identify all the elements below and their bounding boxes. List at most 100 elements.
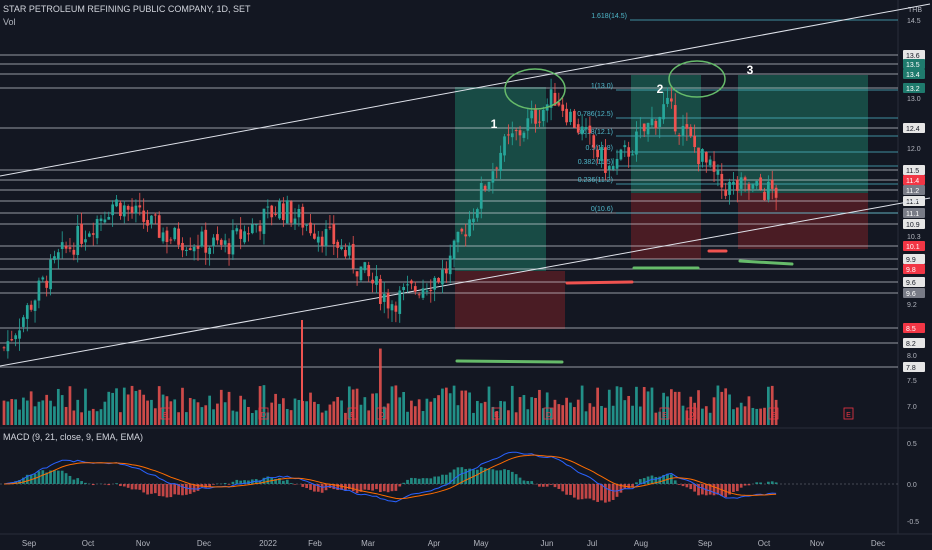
- volume-bar: [29, 391, 33, 425]
- macd-histogram-bar: [305, 484, 308, 489]
- macd-histogram-bar: [80, 481, 83, 484]
- candle-body: [103, 219, 107, 223]
- candle-body: [25, 305, 29, 319]
- green-mark: [738, 259, 794, 266]
- candle-body: [367, 265, 371, 277]
- volume-bar: [635, 386, 638, 425]
- candle-body: [111, 204, 114, 216]
- macd-histogram-bar: [274, 478, 277, 484]
- candle-body: [561, 104, 565, 111]
- macd-histogram-bar: [76, 478, 80, 484]
- macd-histogram-bar: [433, 476, 437, 484]
- price-level-label: 11.4: [906, 178, 919, 185]
- volume-bar: [759, 408, 762, 425]
- volume-bar: [611, 405, 615, 425]
- x-axis-label: Feb: [308, 539, 322, 548]
- volume-bar: [344, 412, 347, 425]
- volume-bar: [60, 395, 64, 425]
- macd-histogram-bar: [495, 470, 499, 484]
- event-marker-label: D: [546, 412, 551, 419]
- volume-bar: [642, 387, 646, 425]
- candle-body: [185, 249, 188, 252]
- candle-body: [371, 279, 374, 284]
- candle-body: [697, 147, 700, 165]
- volume-bar: [18, 409, 21, 425]
- candle-body: [134, 205, 138, 214]
- volume-bar: [708, 412, 712, 425]
- candle-body: [638, 127, 642, 129]
- price-level-badge: [903, 165, 925, 175]
- macd-histogram-bar: [487, 468, 491, 484]
- candle-body: [181, 242, 184, 251]
- candle-body: [146, 219, 149, 226]
- price-level-label: 10.9: [906, 222, 920, 229]
- volume-bar: [84, 388, 87, 425]
- candle-body: [138, 205, 142, 208]
- candle-body: [417, 294, 421, 296]
- volume-bar: [138, 389, 142, 425]
- volume-bar: [592, 406, 596, 425]
- candle-body: [747, 184, 751, 190]
- x-axis-label: Oct: [758, 539, 771, 548]
- volume-bar: [751, 407, 755, 425]
- macd-histogram-bar: [673, 480, 677, 484]
- macd-histogram-bar: [231, 481, 235, 484]
- macd-histogram-bar: [235, 479, 239, 484]
- macd-axis-tick: 0.0: [907, 482, 917, 489]
- macd-histogram-bar: [510, 471, 514, 484]
- volume-bar: [212, 409, 215, 425]
- macd-histogram-bar: [425, 478, 429, 484]
- volume-bar: [716, 385, 720, 425]
- candle-body: [767, 181, 770, 200]
- candle-body: [495, 167, 499, 169]
- volume-bar: [747, 396, 751, 425]
- volume-bar: [507, 410, 510, 425]
- volume-bar: [774, 399, 778, 425]
- macd-line: [3, 451, 777, 503]
- macd-histogram-bar: [64, 473, 68, 484]
- macd-histogram-bar: [646, 476, 650, 484]
- candle-body: [254, 224, 258, 226]
- candle-body: [759, 177, 762, 190]
- event-marker: [659, 407, 670, 420]
- macd-histogram-bar: [530, 481, 534, 484]
- candle-body: [670, 98, 673, 102]
- volume-bar: [332, 401, 336, 425]
- macd-histogram-bar: [584, 484, 588, 499]
- y-axis-tick: 14.5: [907, 18, 921, 25]
- volume-bar: [739, 402, 743, 425]
- annotation-1: 1: [491, 117, 498, 131]
- candle-body: [262, 208, 266, 234]
- volume-bar: [580, 385, 584, 425]
- candle-body: [541, 109, 545, 122]
- macd-histogram-bar: [429, 478, 433, 484]
- volume-bar: [45, 394, 49, 425]
- volume-bar: [429, 401, 433, 425]
- volume-bar: [735, 407, 739, 425]
- candle-body: [212, 237, 215, 247]
- volume-bar: [146, 400, 149, 425]
- macd-histogram-bar: [573, 484, 576, 498]
- volume-bar: [99, 409, 103, 425]
- macd-histogram-bar: [382, 484, 386, 492]
- macd-histogram-bar: [770, 481, 774, 484]
- volume-bar: [433, 398, 437, 425]
- macd-histogram-bar: [266, 476, 270, 484]
- x-axis-label: May: [473, 539, 488, 548]
- volume-bar: [545, 392, 549, 425]
- candle-body: [258, 225, 262, 232]
- macd-histogram-bar: [243, 480, 246, 484]
- macd-histogram-bar: [685, 484, 689, 488]
- candle-body: [615, 158, 619, 169]
- candle-body: [122, 205, 126, 217]
- price-level-badge: [903, 288, 925, 298]
- volume-bar: [755, 408, 759, 425]
- price-level-label: 11.1: [906, 199, 919, 206]
- candle-body: [720, 173, 724, 188]
- candle-body: [666, 97, 669, 104]
- event-marker-label: D: [261, 412, 266, 419]
- volume-bar: [697, 390, 700, 425]
- macd-histogram-bar: [413, 478, 417, 484]
- macd-histogram-bar: [658, 476, 662, 484]
- volume-bar: [541, 408, 545, 425]
